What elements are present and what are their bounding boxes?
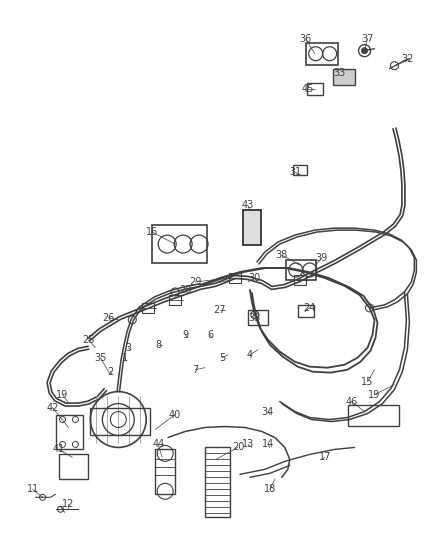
Text: 20: 20 [232,442,244,453]
Text: 27: 27 [214,305,226,315]
Text: 19: 19 [57,390,69,400]
Bar [286,260,316,280]
Text: 35: 35 [94,353,106,363]
Bar [243,210,261,245]
Text: 2: 2 [107,367,113,377]
Text: 37: 37 [361,34,374,44]
Text: 46: 46 [346,397,358,407]
Text: 33: 33 [333,68,346,78]
Bar [142,303,154,313]
Text: 33: 33 [249,313,261,323]
Text: 29: 29 [189,277,201,287]
Text: 1: 1 [122,353,128,363]
Bar [293,165,307,175]
Text: 11: 11 [26,484,39,494]
Text: 13: 13 [242,439,254,449]
Bar [59,455,88,479]
Circle shape [361,47,367,54]
Bar [248,310,268,325]
Bar [294,275,306,285]
Bar [307,83,323,94]
Text: 42: 42 [46,402,59,413]
Text: 32: 32 [401,54,413,63]
Text: 17: 17 [318,453,331,463]
Bar [90,408,150,435]
Bar [348,405,399,426]
Text: 41: 41 [53,445,65,455]
Text: 9: 9 [182,330,188,340]
Text: 36: 36 [300,34,312,44]
Bar [169,295,181,305]
Bar [56,415,83,449]
Text: 8: 8 [155,340,161,350]
Text: 43: 43 [242,200,254,210]
Text: 31: 31 [290,167,302,177]
Bar [152,225,207,263]
Text: 7: 7 [192,365,198,375]
Bar [298,305,314,317]
Text: 12: 12 [62,499,74,509]
Text: 44: 44 [152,439,164,449]
Bar [229,273,241,283]
Text: 39: 39 [315,253,328,263]
Text: 26: 26 [102,313,115,323]
Text: 28: 28 [179,285,191,295]
Bar [155,449,175,494]
Text: 24: 24 [304,303,316,313]
Text: 5: 5 [219,353,225,363]
Text: 30: 30 [249,273,261,283]
Text: 19: 19 [368,390,381,400]
Text: 40: 40 [169,409,181,419]
Text: 34: 34 [262,407,274,416]
Bar [306,43,338,64]
Text: 45: 45 [301,84,314,94]
Text: 25: 25 [82,335,95,345]
Text: 3: 3 [125,343,131,353]
Bar [205,447,230,517]
Text: 14: 14 [262,439,274,449]
Text: 6: 6 [207,330,213,340]
Bar [243,210,261,245]
Text: 4: 4 [247,350,253,360]
Text: 15: 15 [361,377,374,386]
Text: 16: 16 [146,227,159,237]
Text: 38: 38 [276,250,288,260]
Text: 18: 18 [264,484,276,494]
Bar [332,69,355,85]
